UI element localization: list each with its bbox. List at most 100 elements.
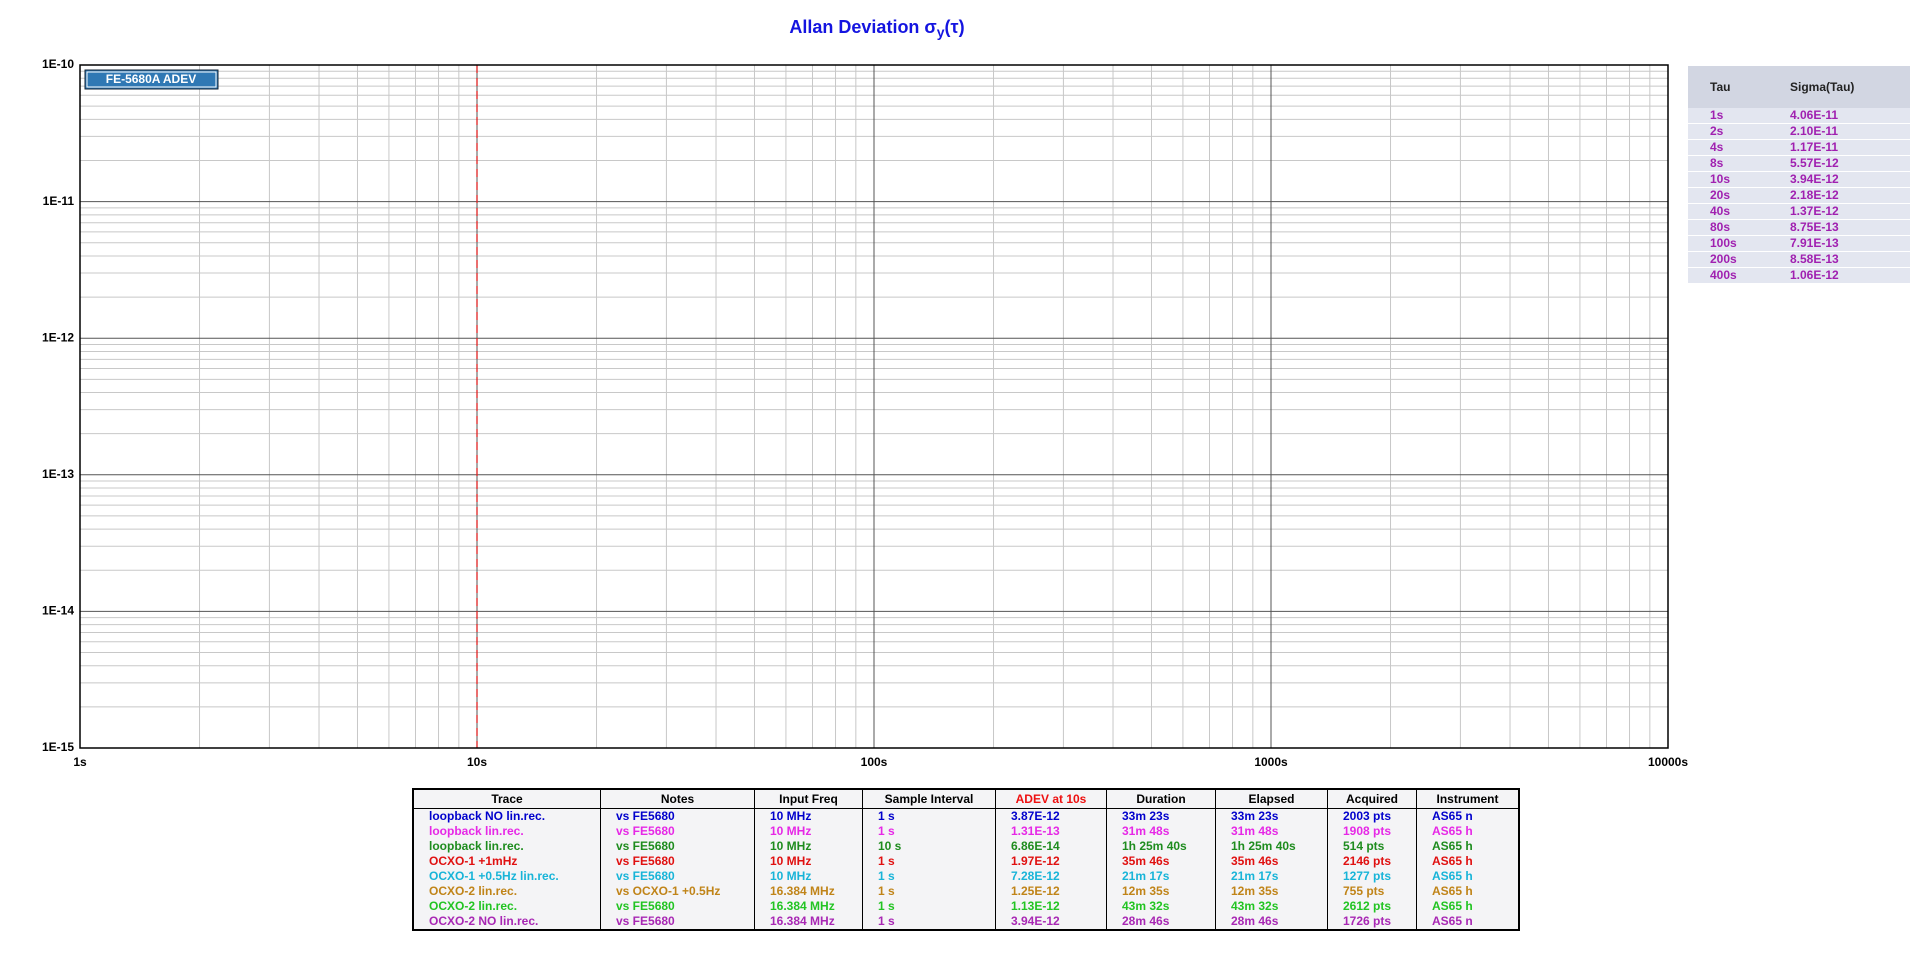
y-tick-label: 1E-15: [42, 740, 74, 754]
cell: 6.86E-14: [995, 839, 1107, 854]
cell: loopback lin.rec.: [412, 824, 601, 839]
cell: 1.97E-12: [995, 854, 1107, 869]
cell: 20s: [1688, 187, 1768, 204]
cell: 2s: [1688, 123, 1768, 140]
cell: OCXO-2 NO lin.rec.: [412, 914, 601, 930]
cell: 1h 25m 40s: [1106, 839, 1216, 854]
row: OCXO-1 +0.5Hz lin.rec. vs FE5680 10 MHz 1 s…: [412, 869, 1520, 884]
cell: 7.28E-12: [995, 869, 1107, 884]
cell: vs FE5680: [600, 808, 755, 824]
cell: 16.384 MHz: [754, 914, 863, 930]
cell: 2612 pts: [1327, 899, 1417, 914]
cell: 1.37E-12: [1767, 203, 1910, 220]
cell: 35m 46s: [1215, 854, 1328, 869]
cell: 35m 46s: [1106, 854, 1216, 869]
row: OCXO-2 lin.rec. vs OCXO-1 +0.5Hz 16.384 MH…: [412, 884, 1520, 899]
cell: OCXO-2 lin.rec.: [412, 884, 601, 899]
cell: 1 s: [862, 899, 996, 914]
y-tick-label: 1E-14: [42, 604, 74, 618]
cell: vs FE5680: [600, 839, 755, 854]
y-tick-label: 1E-10: [42, 57, 74, 71]
cell: 33m 23s: [1106, 808, 1216, 824]
cell: 33m 23s: [1215, 808, 1328, 824]
cell: 1.31E-13: [995, 824, 1107, 839]
cell: 43m 32s: [1215, 899, 1328, 914]
plot-border: [79, 64, 1669, 749]
cell: vs FE5680: [600, 824, 755, 839]
cell: 10s: [1688, 171, 1768, 188]
cell: 514 pts: [1327, 839, 1417, 854]
cell: loopback lin.rec.: [412, 839, 601, 854]
cell: 400s: [1688, 267, 1768, 284]
cell: 10 MHz: [754, 824, 863, 839]
row: OCXO-2 NO lin.rec. vs FE5680 16.384 MHz 1 s…: [412, 914, 1520, 930]
cell: 1 s: [862, 884, 996, 899]
row: 40s 1.37E-12: [1688, 203, 1910, 220]
cell: vs FE5680: [600, 899, 755, 914]
cell: 31m 48s: [1215, 824, 1328, 839]
row: 400s 1.06E-12: [1688, 267, 1910, 284]
header-cell: Notes: [600, 788, 755, 809]
x-tick-label: 1s: [73, 755, 87, 769]
row: loopback lin.rec. vs FE5680 10 MHz 1 s 1.31E…: [412, 824, 1520, 839]
cell: 100s: [1688, 235, 1768, 252]
row: 8s 5.57E-12: [1688, 155, 1910, 172]
header-cell: Instrument: [1416, 788, 1520, 809]
row: 100s 7.91E-13: [1688, 235, 1910, 252]
x-tick-label: 10000s: [1648, 755, 1688, 769]
cell: 1 s: [862, 824, 996, 839]
cell: 8s: [1688, 155, 1768, 172]
cell: 755 pts: [1327, 884, 1417, 899]
cell: 5.57E-12: [1767, 155, 1910, 172]
cell: 10 MHz: [754, 854, 863, 869]
cell: vs OCXO-1 +0.5Hz: [600, 884, 755, 899]
cell: AS65 h: [1416, 854, 1520, 869]
legend-label: FE-5680A ADEV: [106, 72, 196, 86]
title-main: Allan Deviation σ: [789, 17, 936, 37]
x-tick-label: 10s: [467, 755, 487, 769]
cell: 12m 35s: [1215, 884, 1328, 899]
chart: Allan Deviation σy(τ) 1s 10s 100s 1000s 1000…: [42, 17, 1688, 769]
cell: AS65 h: [1416, 839, 1520, 854]
cell: 10 s: [862, 839, 996, 854]
cell: 1277 pts: [1327, 869, 1417, 884]
cell: 4.06E-11: [1767, 108, 1910, 124]
cell: 3.94E-12: [1767, 171, 1910, 188]
y-tick-label: 1E-12: [42, 330, 74, 344]
cell: 31m 48s: [1106, 824, 1216, 839]
row: 2s 2.10E-11: [1688, 123, 1910, 140]
header-cell: Tau: [1688, 66, 1768, 108]
cell: 10 MHz: [754, 808, 863, 824]
cell: 8.75E-13: [1767, 219, 1910, 236]
cell: 7.91E-13: [1767, 235, 1910, 252]
header-cell: ADEV at 10s: [995, 788, 1107, 809]
cell: OCXO-2 lin.rec.: [412, 899, 601, 914]
chart-title: Allan Deviation σy(τ): [789, 17, 964, 40]
cell: 1726 pts: [1327, 914, 1417, 930]
cell: vs FE5680: [600, 854, 755, 869]
cell: 1 s: [862, 854, 996, 869]
row: 80s 8.75E-13: [1688, 219, 1910, 236]
cell: 8.58E-13: [1767, 251, 1910, 268]
cell: 40s: [1688, 203, 1768, 220]
cell: 2146 pts: [1327, 854, 1417, 869]
cell: 1.25E-12: [995, 884, 1107, 899]
cell: 1h 25m 40s: [1215, 839, 1328, 854]
cell: 1.17E-11: [1767, 139, 1910, 156]
header-cell: Acquired: [1327, 788, 1417, 809]
cell: 1 s: [862, 808, 996, 824]
cell: 80s: [1688, 219, 1768, 236]
legend-box: [84, 69, 219, 90]
cell: AS65 h: [1416, 824, 1520, 839]
cell: 21m 17s: [1215, 869, 1328, 884]
cell: AS65 h: [1416, 869, 1520, 884]
header-cell: Input Freq: [754, 788, 863, 809]
title-sub: y: [937, 24, 945, 40]
cell: 4s: [1688, 139, 1768, 156]
row: 20s 2.18E-12: [1688, 187, 1910, 204]
cell: 2.18E-12: [1767, 187, 1910, 204]
cell: vs FE5680: [600, 869, 755, 884]
header-cell: Duration: [1106, 788, 1216, 809]
cell: 200s: [1688, 251, 1768, 268]
